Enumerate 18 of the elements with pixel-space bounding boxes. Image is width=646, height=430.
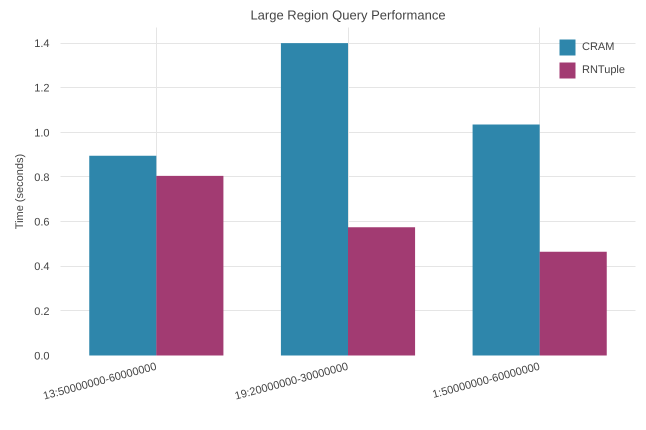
legend-label: RNTuple <box>582 64 625 76</box>
y-axis-title: Time (seconds) <box>14 154 26 230</box>
bar <box>156 176 224 356</box>
legend-label: CRAM <box>582 41 614 53</box>
bar <box>472 124 540 356</box>
y-tick-label: 0.0 <box>34 350 50 362</box>
bar <box>540 252 607 356</box>
bar <box>280 43 348 356</box>
y-tick-label: 0.4 <box>34 261 50 274</box>
y-tick-label: 1.4 <box>34 38 50 50</box>
y-tick-label: 1.2 <box>34 82 50 95</box>
y-tick-label: 0.2 <box>34 306 50 318</box>
y-tick-label: 0.6 <box>34 216 50 229</box>
y-tick-label: 0.8 <box>34 172 50 184</box>
bar <box>348 227 416 356</box>
y-tick-label: 1.0 <box>34 127 50 140</box>
chart-title: Large Region Query Performance <box>250 8 446 22</box>
bar <box>89 156 156 356</box>
